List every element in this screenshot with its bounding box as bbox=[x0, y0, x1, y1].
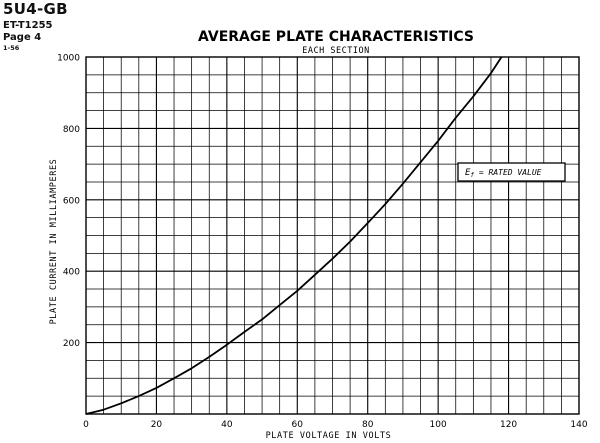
y-tick-label: 200 bbox=[63, 339, 80, 349]
x-axis-label: PLATE VOLTAGE IN VOLTS bbox=[266, 431, 392, 441]
plot-frame bbox=[85, 56, 580, 415]
y-tick-label: 800 bbox=[63, 125, 80, 135]
chart-subtitle: EACH SECTION bbox=[302, 46, 369, 56]
y-tick-label: 1000 bbox=[57, 54, 80, 64]
x-axis-tick-labels: 0 20 40 60 80 100 120 140 bbox=[83, 420, 588, 430]
series-layer bbox=[85, 56, 503, 415]
major-grid bbox=[86, 57, 579, 414]
x-tick-label: 120 bbox=[500, 420, 517, 430]
annotation-symbol: E bbox=[465, 168, 471, 178]
date-label: 1-56 bbox=[3, 44, 20, 52]
page-number-label: Page 4 bbox=[3, 32, 42, 43]
x-tick-label: 60 bbox=[292, 420, 304, 430]
tube-type-label: 5U4-GB bbox=[3, 0, 68, 18]
y-tick-label: 400 bbox=[63, 268, 80, 278]
y-axis-label: PLATE CURRENT IN MILLIAMPERES bbox=[49, 159, 59, 325]
x-tick-label: 20 bbox=[151, 420, 163, 430]
x-tick-label: 80 bbox=[362, 420, 374, 430]
x-tick-label: 100 bbox=[430, 420, 447, 430]
annotation-subscript: f bbox=[470, 172, 474, 179]
annotation-value: = RATED VALUE bbox=[474, 168, 542, 177]
y-tick-label: 600 bbox=[63, 196, 80, 206]
x-tick-label: 40 bbox=[221, 420, 233, 430]
x-tick-label: 140 bbox=[570, 420, 587, 430]
document-id-label: ET-T1255 bbox=[3, 20, 53, 31]
annotation-box-frame bbox=[457, 162, 566, 182]
plate-current-curve bbox=[85, 56, 503, 415]
filament-annotation: Ef = RATED VALUE bbox=[457, 162, 566, 182]
x-tick-label: 0 bbox=[83, 420, 89, 430]
annotation-text: Ef = RATED VALUE bbox=[465, 168, 542, 179]
minor-grid bbox=[86, 57, 579, 414]
chart-title: AVERAGE PLATE CHARACTERISTICS bbox=[198, 29, 474, 45]
y-axis-tick-labels: 200 400 600 800 1000 bbox=[57, 54, 80, 350]
